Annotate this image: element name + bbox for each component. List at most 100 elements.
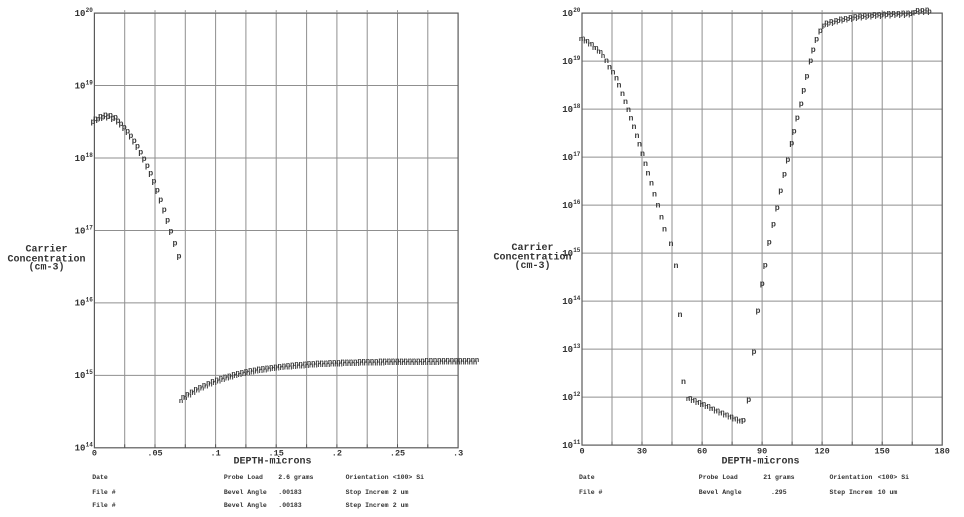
svg-text:p: p — [96, 115, 101, 124]
svg-text:p: p — [785, 156, 790, 165]
svg-text:p: p — [767, 238, 772, 247]
svg-text:n: n — [284, 365, 288, 373]
svg-text:n: n — [221, 377, 225, 385]
svg-text:n: n — [590, 41, 594, 49]
svg-text:File #: File # — [579, 489, 603, 496]
svg-text:DEPTH-microns: DEPTH-microns — [721, 456, 799, 468]
svg-text:n: n — [189, 389, 193, 397]
svg-text:Concentration: Concentration — [7, 253, 85, 265]
svg-text:n: n — [315, 360, 319, 368]
svg-text:0: 0 — [579, 447, 584, 457]
svg-text:p: p — [98, 112, 103, 121]
svg-text:n: n — [215, 376, 219, 384]
svg-text:10: 10 — [75, 81, 86, 91]
svg-text:n: n — [257, 366, 261, 374]
svg-text:17: 17 — [86, 224, 94, 231]
svg-text:p: p — [789, 139, 794, 148]
svg-text:n: n — [452, 360, 456, 368]
svg-text:n: n — [374, 358, 378, 366]
svg-text:n: n — [739, 418, 743, 426]
svg-text:p: p — [778, 187, 783, 196]
svg-text:n: n — [269, 364, 273, 372]
svg-text:n: n — [718, 410, 722, 418]
svg-text:n: n — [238, 372, 242, 380]
svg-text:n: n — [179, 398, 183, 406]
svg-text:p: p — [155, 186, 160, 195]
svg-text:n: n — [635, 132, 640, 141]
svg-text:n: n — [322, 362, 326, 370]
svg-text:p: p — [152, 177, 157, 186]
svg-text:n: n — [623, 98, 628, 107]
svg-text:p: p — [923, 9, 927, 17]
svg-text:2 um: 2 um — [393, 489, 409, 496]
svg-text:n: n — [620, 90, 625, 99]
svg-text:n: n — [646, 170, 651, 179]
svg-text:n: n — [328, 359, 332, 367]
svg-text:n: n — [362, 358, 366, 366]
svg-text:p: p — [801, 86, 806, 95]
svg-text:n: n — [236, 370, 240, 378]
svg-text:p: p — [142, 155, 147, 164]
svg-text:10: 10 — [562, 441, 573, 451]
svg-text:Concentration: Concentration — [493, 252, 571, 264]
svg-text:p: p — [839, 16, 843, 24]
svg-text:n: n — [320, 360, 324, 368]
svg-text:n: n — [583, 39, 587, 47]
svg-text:n: n — [594, 45, 598, 53]
svg-text:n: n — [704, 404, 708, 412]
svg-text:p: p — [811, 46, 816, 55]
svg-text:n: n — [393, 360, 397, 368]
svg-text:p: p — [135, 142, 140, 151]
svg-text:p: p — [834, 17, 838, 25]
svg-text:Probe Load: Probe Load — [699, 474, 738, 481]
svg-text:p: p — [824, 20, 828, 28]
svg-text:p: p — [831, 19, 835, 27]
svg-text:n: n — [366, 358, 370, 366]
svg-text:p: p — [119, 120, 124, 129]
svg-text:n: n — [614, 75, 619, 84]
svg-text:n: n — [338, 361, 342, 369]
svg-text:n: n — [441, 357, 445, 365]
svg-text:p: p — [799, 100, 804, 109]
svg-text:n: n — [250, 369, 254, 377]
svg-text:n: n — [240, 369, 244, 377]
svg-text:p: p — [808, 57, 813, 66]
svg-text:n: n — [727, 415, 731, 423]
svg-text:.2: .2 — [332, 448, 342, 458]
svg-text:p: p — [782, 170, 787, 179]
svg-text:n: n — [299, 361, 303, 369]
svg-text:p: p — [891, 10, 895, 18]
svg-text:n: n — [418, 360, 422, 368]
svg-text:n: n — [611, 69, 616, 78]
svg-text:n: n — [187, 392, 191, 400]
svg-text:10: 10 — [562, 153, 573, 163]
svg-text:p: p — [795, 114, 800, 123]
svg-text:10: 10 — [562, 9, 573, 19]
svg-text:12: 12 — [573, 391, 581, 398]
svg-text:n: n — [588, 41, 592, 49]
svg-text:p: p — [918, 9, 922, 17]
svg-text:n: n — [223, 374, 227, 382]
svg-text:p: p — [818, 27, 823, 36]
svg-text:Probe Load: Probe Load — [224, 474, 263, 481]
svg-text:p: p — [103, 111, 108, 120]
svg-text:n: n — [364, 361, 368, 369]
svg-text:n: n — [462, 357, 466, 365]
svg-text:Date: Date — [579, 474, 595, 481]
svg-text:p: p — [148, 169, 153, 178]
svg-text:p: p — [896, 10, 900, 18]
svg-text:p: p — [93, 115, 98, 124]
svg-text:30: 30 — [637, 447, 647, 457]
svg-text:p: p — [125, 127, 130, 136]
svg-text:n: n — [629, 115, 634, 124]
svg-text:n: n — [196, 388, 200, 396]
svg-text:n: n — [385, 360, 389, 368]
svg-text:n: n — [370, 358, 374, 366]
svg-text:Bevel Angle: Bevel Angle — [224, 502, 267, 509]
svg-text:n: n — [640, 150, 645, 159]
svg-text:n: n — [336, 359, 340, 367]
svg-text:n: n — [456, 360, 460, 368]
svg-text:n: n — [359, 361, 363, 369]
svg-text:DEPTH-microns: DEPTH-microns — [233, 456, 311, 468]
svg-text:p: p — [867, 12, 871, 20]
